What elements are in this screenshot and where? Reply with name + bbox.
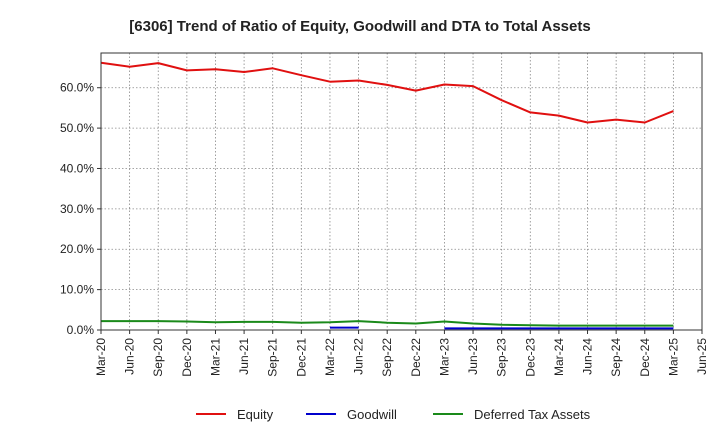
x-tick-label: Mar-23 — [437, 338, 451, 376]
legend: Equity Goodwill Deferred Tax Assets — [196, 407, 591, 422]
x-tick-label: Mar-22 — [323, 338, 337, 376]
x-tick-label: Mar-25 — [666, 338, 680, 376]
x-tick-label: Jun-24 — [581, 338, 595, 375]
y-tick-label: 10.0% — [60, 283, 94, 297]
y-tick-label: 30.0% — [60, 202, 94, 216]
y-tick-label: 60.0% — [60, 81, 94, 95]
x-tick-label: Mar-20 — [94, 338, 108, 376]
x-tick-label: Jun-25 — [695, 338, 709, 375]
plot-frame — [100, 52, 703, 331]
grid-layer — [101, 53, 702, 330]
series-layer — [100, 61, 674, 330]
x-tick-label: Jun-23 — [466, 338, 480, 375]
x-tick-label: Dec-20 — [180, 338, 194, 377]
y-tick-label: 40.0% — [60, 161, 94, 175]
axis-layer: 0.0% 10.0% 20.0% 30.0% 40.0% 50.0% 60.0% Mar-20… — [60, 52, 709, 377]
x-tick-label: Dec-23 — [523, 338, 537, 377]
series-line-deferred-tax-assets — [101, 320, 674, 327]
legend-label-deferred-tax-assets: Deferred Tax Assets — [474, 407, 591, 422]
series-line-equity — [100, 61, 674, 124]
y-tick-label: 0.0% — [67, 323, 95, 337]
x-tick-label: Dec-24 — [638, 338, 652, 377]
y-tick-label: 50.0% — [60, 121, 94, 135]
x-tick-label: Dec-21 — [294, 338, 308, 377]
chart-title: [6306] Trend of Ratio of Equity, Goodwil… — [129, 18, 590, 35]
legend-label-equity: Equity — [237, 407, 274, 422]
y-tick-label: 20.0% — [60, 242, 94, 256]
x-tick-label: Jun-22 — [352, 338, 366, 375]
x-tick-label: Dec-22 — [409, 338, 423, 377]
x-tick-label: Sep-22 — [380, 338, 394, 377]
x-tick-label: Sep-20 — [151, 338, 165, 377]
legend-label-goodwill: Goodwill — [347, 407, 397, 422]
x-tick-label: Jun-20 — [123, 338, 137, 375]
x-tick-label: Mar-21 — [208, 338, 222, 376]
x-tick-label: Sep-24 — [609, 338, 623, 377]
x-tick-label: Sep-23 — [495, 338, 509, 377]
x-tick-label: Jun-21 — [237, 338, 251, 375]
x-tick-label: Sep-21 — [266, 338, 280, 377]
x-tick-label: Mar-24 — [552, 338, 566, 376]
